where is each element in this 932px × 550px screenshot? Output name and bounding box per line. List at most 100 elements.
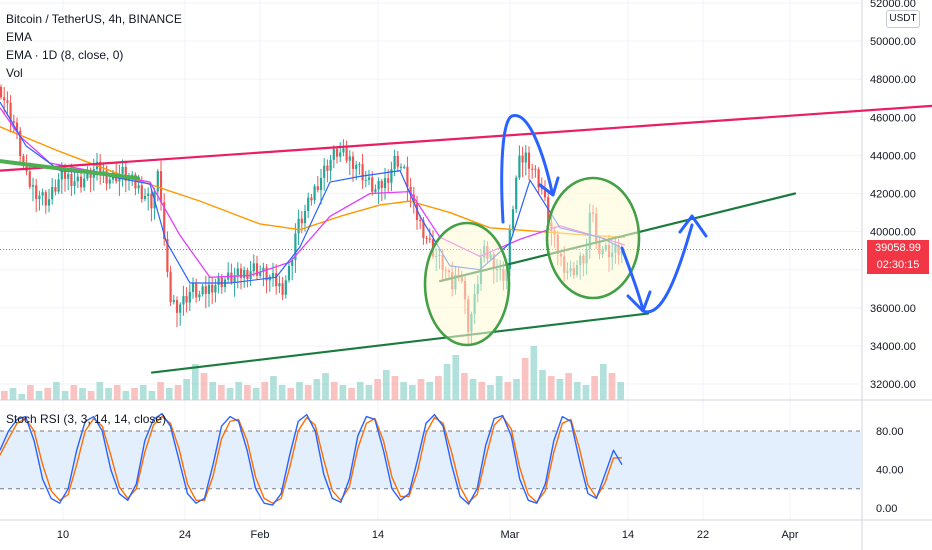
- volume-bar-31: [270, 376, 277, 400]
- candle-body-11: [35, 185, 38, 200]
- candle-body-134: [428, 238, 431, 240]
- volume-bar-56: [487, 385, 494, 400]
- candle-body-159: [508, 229, 511, 270]
- candle-body-10: [31, 185, 35, 187]
- candle-body-97: [310, 197, 313, 201]
- volume-bar-47: [408, 385, 416, 400]
- legend-ema[interactable]: EMA: [6, 30, 33, 44]
- candle-body-5: [15, 122, 19, 131]
- candle-body-77: [246, 270, 249, 280]
- candle-body-110: [351, 156, 355, 169]
- volume-bar-14: [122, 391, 130, 400]
- price-tick-4: 40000.00: [870, 227, 916, 239]
- volume-bar-21: [183, 379, 190, 400]
- time-tick-1: 24: [179, 529, 191, 541]
- price-tick-10: 52000.00: [870, 0, 916, 10]
- volume-bar-71: [617, 382, 624, 400]
- volume-bar-41: [356, 382, 364, 400]
- candle-body-119: [380, 181, 383, 189]
- arrow-up-head: [678, 214, 708, 238]
- candle-body-124: [396, 155, 399, 167]
- candle-body-40: [127, 177, 131, 181]
- volume-bar-67: [582, 385, 590, 400]
- candle-body-13: [41, 192, 44, 196]
- candle-body-106: [339, 152, 342, 157]
- candle-body-111: [355, 164, 358, 169]
- candle-body-18: [57, 179, 60, 192]
- candle-body-89: [284, 280, 287, 295]
- volume-bar-59: [513, 379, 520, 400]
- volume-bar-10: [87, 391, 95, 400]
- candle-body-114: [364, 179, 367, 181]
- stoch-tick-2: 80.00: [876, 426, 904, 438]
- price-tick-0: 32000.00: [870, 379, 916, 391]
- volume-bar-38: [330, 382, 338, 400]
- chart-legend: Bitcoin / TetherUS, 4h, BINANCE EMA EMA …: [6, 10, 182, 82]
- candle-body-15: [47, 199, 51, 206]
- volume-bar-57: [495, 376, 503, 400]
- candle-body-133: [425, 237, 428, 239]
- candle-body-90: [287, 265, 291, 281]
- time-tick-2: Feb: [251, 529, 270, 541]
- candle-body-17: [54, 187, 57, 192]
- candle-body-112: [358, 164, 361, 166]
- candle-body-107: [342, 148, 345, 153]
- candle-body-166: [531, 168, 534, 170]
- last-price-tag: 39058.99 02:30:15: [867, 240, 929, 274]
- volume-bar-44: [382, 370, 390, 400]
- legend-symbol[interactable]: Bitcoin / TetherUS, 4h, BINANCE: [6, 12, 182, 26]
- candle-body-163: [521, 155, 524, 163]
- candle-body-20: [63, 167, 67, 179]
- volume-bar-40: [348, 388, 355, 400]
- volume-bar-15: [131, 388, 138, 400]
- candle-body-101: [323, 165, 326, 178]
- candles: [0, 84, 623, 346]
- candle-body-121: [387, 178, 390, 183]
- currency-button[interactable]: USDT: [886, 10, 920, 28]
- candle-body-57: [182, 296, 185, 305]
- candle-body-68: [217, 277, 220, 286]
- price-tick-6: 44000.00: [870, 150, 916, 162]
- candle-body-126: [403, 166, 406, 168]
- candle-body-83: [265, 267, 268, 281]
- candle-body-104: [332, 148, 335, 160]
- volume-bar-0: [1, 391, 8, 400]
- volume-bar-33: [287, 388, 295, 400]
- volume-bar-1: [9, 388, 17, 400]
- candle-body-115: [367, 177, 371, 180]
- highlight-circle-left: [423, 221, 511, 347]
- time-tick-3: 14: [372, 529, 384, 541]
- candle-body-75: [239, 268, 243, 278]
- candle-body-92: [294, 233, 297, 260]
- legend-ema-1d[interactable]: EMA · 1D (8, close, 0): [6, 48, 124, 62]
- candle-body-65: [207, 284, 211, 294]
- volume-bar-12: [105, 388, 112, 400]
- volume-bar-61: [530, 346, 538, 400]
- price-tick-9: 50000.00: [870, 36, 916, 48]
- candle-body-47: [150, 193, 153, 209]
- volume-bar-5: [44, 388, 52, 400]
- volume-bar-28: [244, 385, 251, 400]
- legend-vol[interactable]: Vol: [6, 66, 23, 80]
- volume-bar-32: [278, 385, 286, 400]
- volume-bar-48: [417, 379, 425, 400]
- volume-bar-9: [79, 388, 86, 400]
- volume-bar-52: [452, 355, 460, 400]
- stoch-rsi-legend[interactable]: Stoch RSI (3, 3, 14, 14, close): [6, 412, 167, 426]
- volume-bar-4: [35, 391, 43, 400]
- candle-body-118: [377, 181, 380, 190]
- volume-bar-53: [461, 373, 468, 400]
- candle-body-16: [51, 187, 54, 200]
- candle-body-108: [345, 148, 348, 161]
- candle-body-63: [201, 286, 204, 295]
- stoch-tick-0: 0.00: [876, 503, 897, 515]
- volume-bar-64: [556, 379, 564, 400]
- candle-body-122: [390, 169, 393, 183]
- arrow-top-curve: [500, 114, 554, 224]
- candle-body-67: [214, 285, 217, 293]
- candle-body-53: [169, 272, 172, 303]
- volume-bar-18: [157, 382, 164, 400]
- candle-body-38: [121, 167, 124, 174]
- candle-body-23: [73, 181, 76, 187]
